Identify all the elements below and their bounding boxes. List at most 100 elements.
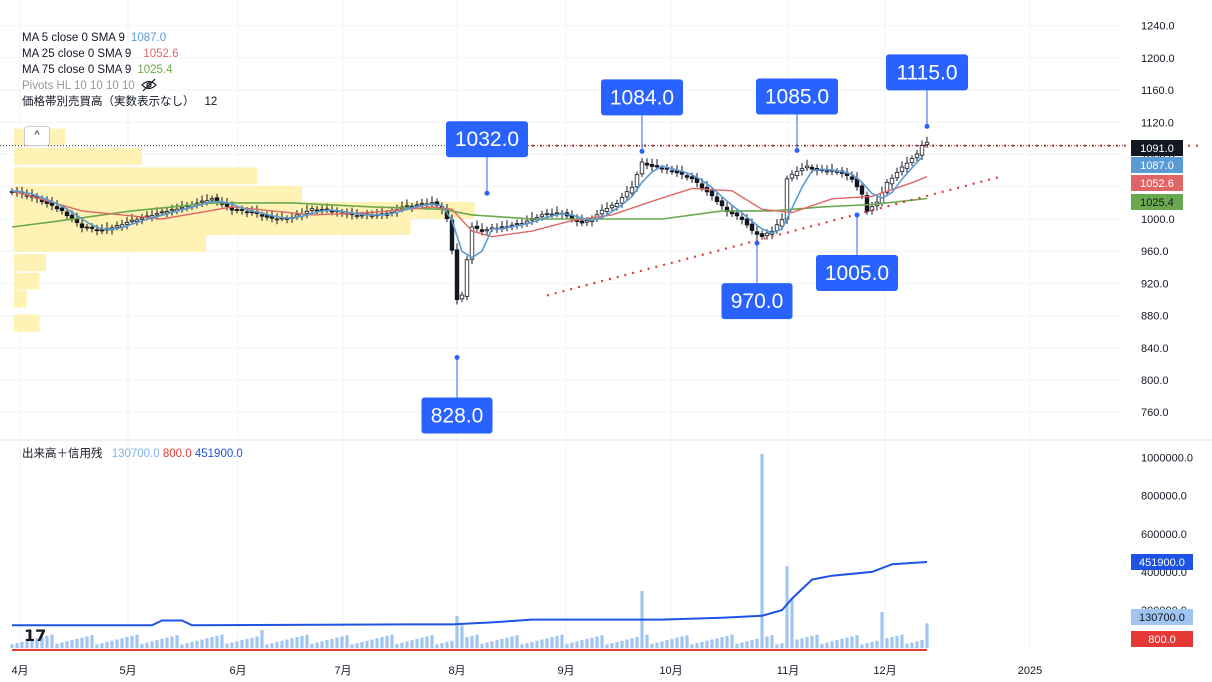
volume-bar — [790, 598, 794, 649]
volume-bar — [300, 635, 304, 649]
month-tick-label: 9月 — [557, 665, 574, 677]
volume-bar — [845, 637, 849, 649]
volume-bar — [245, 638, 249, 649]
volume-bar — [465, 637, 469, 649]
legend-ma5[interactable]: MA 5 close 0 SMA 9 1087.0 — [22, 30, 217, 46]
volume-bar — [685, 635, 689, 649]
candle-body — [609, 204, 615, 209]
price-axis-label-box — [1131, 157, 1183, 173]
volume-bar — [765, 636, 769, 649]
candle-body — [134, 219, 140, 222]
volume-bar — [625, 639, 629, 649]
volume-bar — [390, 634, 394, 649]
candle-body — [64, 211, 70, 217]
month-tick-label: 10月 — [659, 665, 682, 677]
candle-body — [99, 229, 105, 232]
month-tick-label: 4月 — [11, 665, 28, 677]
eye-hidden-icon[interactable] — [140, 78, 157, 92]
volume-bar — [730, 634, 734, 649]
tradingview-logo[interactable]: 17 — [24, 626, 47, 645]
volume-profile-bar — [14, 272, 40, 290]
price-axis-label: 1025.4 — [1140, 197, 1174, 209]
volume-bar — [135, 634, 139, 649]
volume-bar — [885, 638, 889, 649]
volume-bar — [145, 642, 149, 649]
volume-bar — [545, 638, 549, 649]
price-tick-label: 1120.0 — [1141, 117, 1174, 129]
volume-bar — [340, 636, 344, 649]
candle-body — [164, 211, 170, 214]
volume-bar — [265, 644, 269, 649]
volume-bar — [280, 640, 284, 649]
candle-body — [709, 190, 715, 197]
candle-body — [909, 158, 915, 164]
volume-bar — [60, 642, 64, 649]
pivot-callout-box — [816, 254, 898, 291]
candle-body — [734, 212, 740, 217]
volume-bar — [120, 638, 124, 649]
volume-bar — [675, 637, 679, 649]
pivot-point — [454, 354, 460, 360]
pivot-point — [754, 240, 760, 246]
volume-bar — [750, 640, 754, 649]
ma25-line — [11, 175, 928, 238]
volume-bar — [90, 635, 94, 649]
candle-body — [59, 207, 65, 212]
candle-body — [229, 207, 235, 211]
volume-profile-bar — [14, 147, 142, 165]
volume-bar — [240, 640, 244, 649]
pivot-callout-label: 970.0 — [731, 290, 784, 313]
price-axis-label: 1052.6 — [1140, 178, 1174, 190]
volume-bar — [560, 634, 564, 649]
legend-pivots[interactable]: Pivots HL 10 10 10 10 — [22, 78, 217, 94]
volume-axis-label-box — [1131, 631, 1193, 647]
volume-bar — [630, 638, 634, 649]
month-tick-label: 7月 — [334, 665, 351, 677]
candle-body — [469, 226, 475, 260]
candle-body — [804, 165, 810, 169]
legend-ma5-label: MA 5 close 0 SMA 9 — [22, 32, 125, 44]
volume-bar — [35, 638, 39, 649]
volume-bar — [760, 453, 764, 649]
volume-bar — [225, 643, 229, 649]
volume-bar — [880, 611, 884, 649]
volume-bar — [795, 639, 799, 649]
legend-volume-profile[interactable]: 価格帯別売買高（実数表示なし） 12 — [22, 94, 217, 110]
volume-bar — [800, 638, 804, 649]
volume-tick-label: 600000.0 — [1141, 529, 1187, 541]
volume-bar — [770, 635, 774, 649]
price-tick-label: 1200.0 — [1141, 53, 1175, 65]
price-tick-label: 1240.0 — [1141, 21, 1175, 33]
candle-body — [624, 191, 630, 198]
volume-bar — [520, 644, 524, 649]
candle-body — [584, 220, 590, 223]
legend-ma75[interactable]: MA 75 close 0 SMA 9 1025.4 — [22, 62, 217, 78]
candle-body — [599, 209, 605, 215]
candle-body — [639, 161, 645, 175]
indicator-legend: MA 5 close 0 SMA 9 1087.0 MA 25 close 0 … — [22, 30, 217, 110]
volume-bar — [490, 641, 494, 649]
volume-bar — [455, 615, 459, 649]
candle-body — [754, 231, 760, 235]
candle-body — [314, 209, 320, 212]
volume-bar — [395, 643, 399, 649]
volume-bar — [745, 641, 749, 649]
legend-vp-value: 12 — [204, 96, 218, 108]
volume-bar — [535, 640, 539, 649]
month-tick-label: 11月 — [777, 665, 799, 677]
volume-bar — [330, 638, 334, 649]
candle-body — [84, 226, 90, 229]
volume-bar — [615, 641, 619, 649]
candle-body — [199, 200, 205, 203]
legend-ma25[interactable]: MA 25 close 0 SMA 9 1052.6 — [22, 46, 217, 62]
volume-bar — [840, 638, 844, 649]
volume-bar — [220, 634, 224, 649]
volume-axis-label-box — [1131, 554, 1193, 570]
collapse-legend-button[interactable]: ^ — [24, 126, 50, 146]
price-tick-label: 1000.0 — [1141, 214, 1175, 226]
volume-bar — [515, 635, 519, 649]
volume-bar — [45, 635, 49, 649]
month-tick-label: 5月 — [119, 665, 136, 677]
candle-body — [649, 164, 655, 167]
